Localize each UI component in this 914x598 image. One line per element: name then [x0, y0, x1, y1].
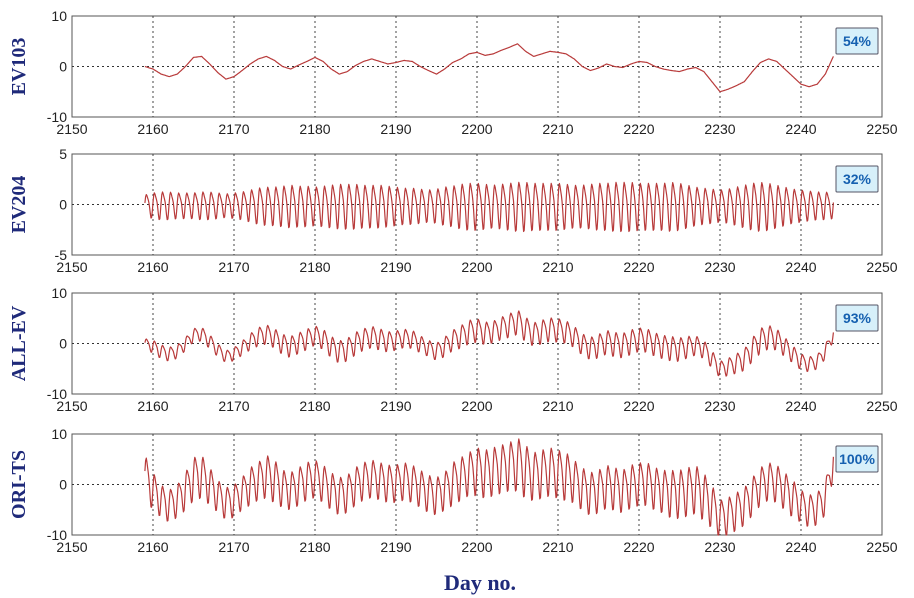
x-tick-label: 2250: [866, 121, 897, 137]
x-tick-label: 2220: [623, 259, 654, 275]
x-tick-label: 2230: [704, 398, 735, 414]
x-tick-label: 2150: [56, 398, 87, 414]
y-tick-label: 0: [59, 336, 67, 352]
x-tick-label: 2240: [785, 398, 816, 414]
y-tick-label: 10: [51, 285, 67, 301]
x-tick-label: 2240: [785, 259, 816, 275]
x-tick-label: 2160: [137, 539, 168, 555]
percentage-badge-label: 32%: [843, 171, 872, 187]
x-tick-label: 2190: [380, 121, 411, 137]
y-axis-label: ORI-TS: [8, 450, 30, 519]
y-tick-label: -10: [47, 527, 67, 543]
x-tick-label: 2240: [785, 539, 816, 555]
x-tick-label: 2240: [785, 121, 816, 137]
x-tick-label: 2150: [56, 259, 87, 275]
series-line: [144, 43, 834, 93]
y-tick-label: 0: [59, 197, 67, 213]
x-tick-label: 2150: [56, 539, 87, 555]
chart-panel: 2150 2160 2170 2180 2190 2200 2210 2220 2230 2240…: [8, 426, 898, 555]
x-tick-label: 2150: [56, 121, 87, 137]
x-tick-label: 2180: [299, 259, 330, 275]
x-tick-label: 2170: [218, 121, 249, 137]
series-line: [144, 181, 834, 233]
x-tick-label: 2170: [218, 398, 249, 414]
x-tick-label: 2170: [218, 539, 249, 555]
x-tick-label: 2160: [137, 259, 168, 275]
x-tick-label: 2210: [542, 398, 573, 414]
x-tick-label: 2200: [461, 121, 492, 137]
x-tick-label: 2250: [866, 539, 897, 555]
x-tick-label: 2210: [542, 121, 573, 137]
chart-panel: 2150 2160 2170 2180 2190 2200 2210 2220 2230 2240…: [8, 285, 898, 414]
x-tick-label: 2180: [299, 398, 330, 414]
y-tick-label: 0: [59, 477, 67, 493]
x-tick-label: 2230: [704, 121, 735, 137]
percentage-badge: [835, 445, 879, 473]
x-tick-label: 2190: [380, 398, 411, 414]
y-axis-label: ALL-EV: [8, 305, 30, 381]
y-tick-label: -10: [47, 109, 67, 125]
percentage-badge: [835, 27, 879, 55]
percentage-badge: [835, 165, 879, 193]
x-tick-label: 2200: [461, 398, 492, 414]
series-line: [144, 310, 834, 377]
percentage-badge-label: 54%: [843, 33, 872, 49]
x-tick-label: 2250: [866, 259, 897, 275]
y-tick-label: 10: [51, 8, 67, 24]
x-tick-label: 2180: [299, 539, 330, 555]
percentage-badge-label: 93%: [843, 310, 872, 326]
y-axis-label: EV103: [8, 38, 30, 96]
y-tick-label: 5: [59, 146, 67, 162]
x-tick-label: 2170: [218, 259, 249, 275]
percentage-badge: [835, 304, 879, 332]
chart-panel: 2150 2160 2170 2180 2190 2200 2210 2220 2230 2240…: [8, 8, 898, 137]
y-tick-label: -5: [55, 247, 68, 263]
y-tick-label: 0: [59, 59, 67, 75]
y-axis-label: EV204: [8, 176, 30, 234]
x-tick-label: 2210: [542, 539, 573, 555]
x-tick-label: 2190: [380, 259, 411, 275]
y-tick-label: 10: [51, 426, 67, 442]
x-tick-label: 2190: [380, 539, 411, 555]
x-axis-label: Day no.: [444, 570, 516, 595]
x-tick-label: 2250: [866, 398, 897, 414]
x-tick-label: 2160: [137, 398, 168, 414]
x-tick-label: 2230: [704, 259, 735, 275]
x-tick-label: 2180: [299, 121, 330, 137]
x-tick-label: 2220: [623, 539, 654, 555]
x-tick-label: 2220: [623, 398, 654, 414]
x-tick-label: 2230: [704, 539, 735, 555]
percentage-badge-label: 100%: [839, 451, 875, 467]
series-line: [144, 438, 834, 536]
chart-panel: 2150 2160 2170 2180 2190 2200 2210 2220 2230 2240…: [8, 146, 898, 275]
x-tick-label: 2210: [542, 259, 573, 275]
x-tick-label: 2200: [461, 259, 492, 275]
x-tick-label: 2220: [623, 121, 654, 137]
x-tick-label: 2200: [461, 539, 492, 555]
y-tick-label: -10: [47, 386, 67, 402]
x-tick-label: 2160: [137, 121, 168, 137]
